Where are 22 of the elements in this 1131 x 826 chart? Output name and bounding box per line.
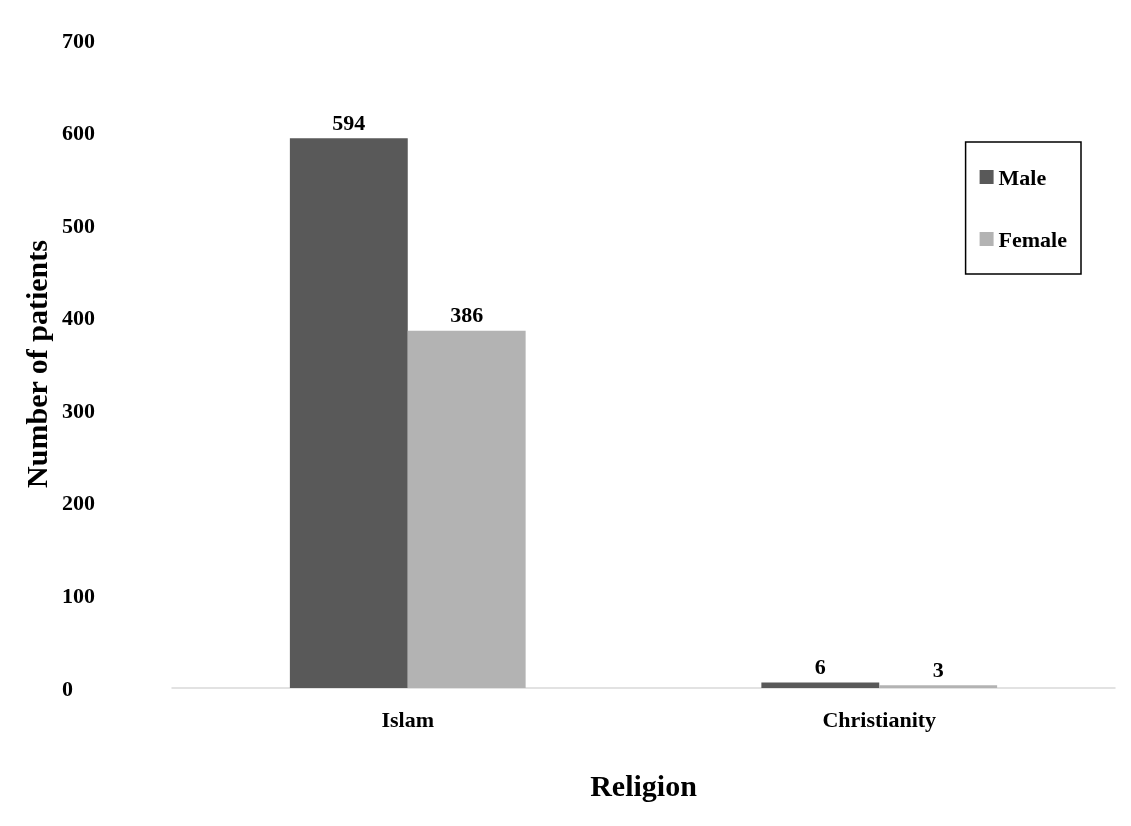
y-tick-label: 400	[62, 305, 95, 331]
x-tick-label: Islam	[381, 706, 435, 732]
x-tick-label: Christianity	[822, 706, 937, 732]
legend-label: Male	[998, 164, 1047, 190]
bar	[289, 138, 408, 688]
bar	[407, 330, 526, 688]
y-tick-label: 100	[62, 582, 95, 608]
data-label: 6	[814, 653, 826, 679]
y-tick-label: 0	[62, 675, 73, 701]
y-tick-label: 500	[62, 212, 95, 238]
data-label: 3	[932, 656, 944, 682]
bar	[879, 685, 998, 688]
y-tick-label: 200	[62, 490, 95, 516]
y-tick-label: 600	[62, 120, 95, 146]
x-axis-title: Religion	[590, 768, 698, 802]
y-tick-label: 300	[62, 397, 95, 423]
data-label: 386	[450, 302, 484, 328]
y-tick-label: 700	[62, 27, 95, 53]
y-axis-title: Number of patients	[19, 240, 53, 488]
bar	[761, 682, 880, 688]
legend-label: Female	[998, 226, 1068, 252]
data-label: 594	[332, 109, 366, 135]
